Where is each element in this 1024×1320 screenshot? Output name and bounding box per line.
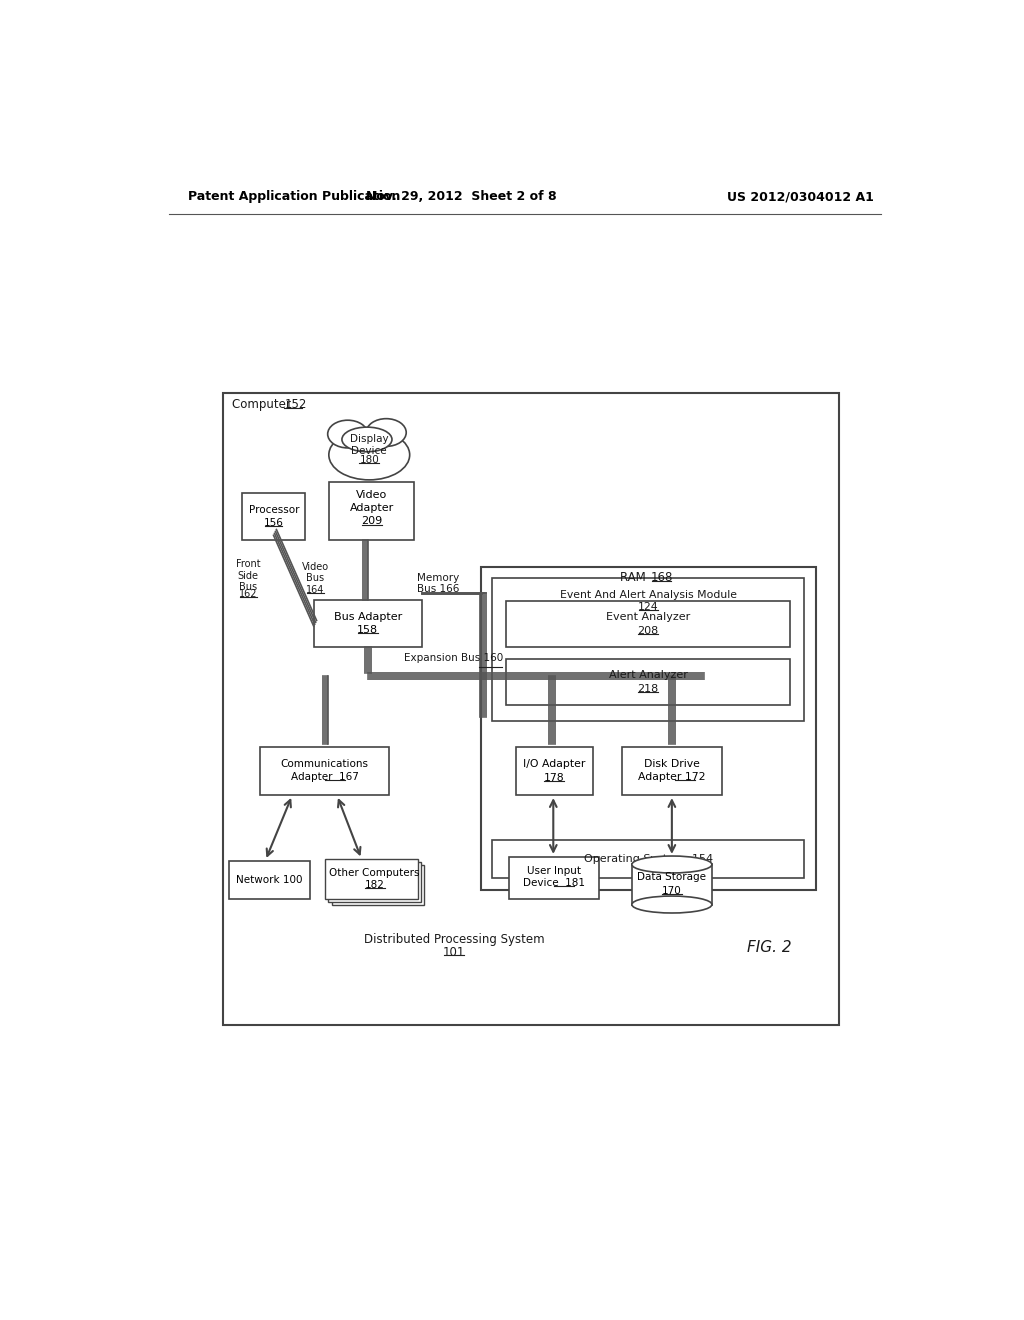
Text: Patent Application Publication: Patent Application Publication bbox=[188, 190, 400, 203]
Text: Adapter  167: Adapter 167 bbox=[291, 772, 358, 781]
Text: Adapter 172: Adapter 172 bbox=[638, 772, 706, 781]
FancyBboxPatch shape bbox=[515, 747, 593, 795]
Text: Distributed Processing System: Distributed Processing System bbox=[364, 933, 545, 946]
Text: 152: 152 bbox=[285, 397, 307, 411]
Text: Front
Side
Bus: Front Side Bus bbox=[237, 560, 261, 593]
Text: Operating System  154: Operating System 154 bbox=[584, 854, 713, 865]
Ellipse shape bbox=[367, 418, 407, 446]
Text: 168: 168 bbox=[650, 570, 673, 583]
Text: 124: 124 bbox=[638, 602, 658, 611]
FancyBboxPatch shape bbox=[506, 601, 791, 647]
FancyBboxPatch shape bbox=[493, 578, 804, 721]
Text: Memory
Bus 166: Memory Bus 166 bbox=[418, 573, 460, 594]
Text: Event And Alert Analysis Module: Event And Alert Analysis Module bbox=[560, 590, 737, 601]
FancyBboxPatch shape bbox=[506, 659, 791, 705]
Text: Processor: Processor bbox=[249, 504, 299, 515]
Ellipse shape bbox=[342, 428, 392, 451]
FancyBboxPatch shape bbox=[493, 840, 804, 878]
Bar bbox=[632, 865, 712, 904]
Text: I/O Adapter: I/O Adapter bbox=[523, 759, 586, 770]
Text: 101: 101 bbox=[442, 945, 465, 958]
Text: 170: 170 bbox=[662, 886, 682, 896]
Text: Bus Adapter: Bus Adapter bbox=[334, 611, 401, 622]
Text: Disk Drive: Disk Drive bbox=[644, 759, 699, 770]
Text: 156: 156 bbox=[264, 517, 284, 528]
Text: Display
Device: Display Device bbox=[350, 434, 388, 455]
FancyBboxPatch shape bbox=[243, 494, 305, 540]
Text: Nov. 29, 2012  Sheet 2 of 8: Nov. 29, 2012 Sheet 2 of 8 bbox=[367, 190, 557, 203]
Text: Other Computers: Other Computers bbox=[330, 869, 420, 878]
FancyBboxPatch shape bbox=[229, 861, 310, 899]
Text: Data Storage: Data Storage bbox=[637, 871, 707, 882]
FancyBboxPatch shape bbox=[313, 599, 422, 647]
FancyBboxPatch shape bbox=[622, 747, 722, 795]
Ellipse shape bbox=[328, 420, 368, 447]
Ellipse shape bbox=[632, 896, 712, 913]
Text: Event Analyzer: Event Analyzer bbox=[606, 612, 690, 622]
Text: 178: 178 bbox=[544, 774, 564, 783]
Text: Expansion Bus 160: Expansion Bus 160 bbox=[404, 653, 504, 663]
Text: Computer: Computer bbox=[232, 397, 295, 411]
FancyBboxPatch shape bbox=[260, 747, 389, 795]
Text: Network 100: Network 100 bbox=[237, 875, 303, 884]
Text: User Input: User Input bbox=[526, 866, 581, 876]
FancyBboxPatch shape bbox=[223, 393, 839, 1024]
FancyBboxPatch shape bbox=[329, 862, 421, 903]
FancyBboxPatch shape bbox=[332, 866, 424, 906]
Text: 158: 158 bbox=[357, 626, 378, 635]
Text: Video
Bus: Video Bus bbox=[302, 562, 329, 583]
FancyBboxPatch shape bbox=[326, 859, 418, 899]
Ellipse shape bbox=[329, 430, 410, 480]
Text: 162: 162 bbox=[240, 589, 258, 599]
Text: 180: 180 bbox=[359, 455, 379, 465]
Text: 182: 182 bbox=[365, 880, 385, 890]
Text: RAM: RAM bbox=[620, 570, 649, 583]
Text: Alert Analyzer: Alert Analyzer bbox=[608, 671, 687, 680]
Text: 164: 164 bbox=[306, 585, 325, 594]
Text: 208: 208 bbox=[637, 626, 658, 636]
FancyBboxPatch shape bbox=[509, 857, 599, 899]
Text: Device  181: Device 181 bbox=[522, 878, 585, 888]
Text: FIG. 2: FIG. 2 bbox=[748, 940, 792, 956]
Text: 209: 209 bbox=[360, 516, 382, 527]
Text: 218: 218 bbox=[637, 684, 658, 694]
FancyBboxPatch shape bbox=[481, 566, 816, 890]
Ellipse shape bbox=[632, 857, 712, 873]
Text: Video
Adapter: Video Adapter bbox=[349, 490, 393, 512]
Text: US 2012/0304012 A1: US 2012/0304012 A1 bbox=[727, 190, 873, 203]
Text: Communications: Communications bbox=[281, 759, 369, 770]
FancyBboxPatch shape bbox=[330, 482, 414, 540]
